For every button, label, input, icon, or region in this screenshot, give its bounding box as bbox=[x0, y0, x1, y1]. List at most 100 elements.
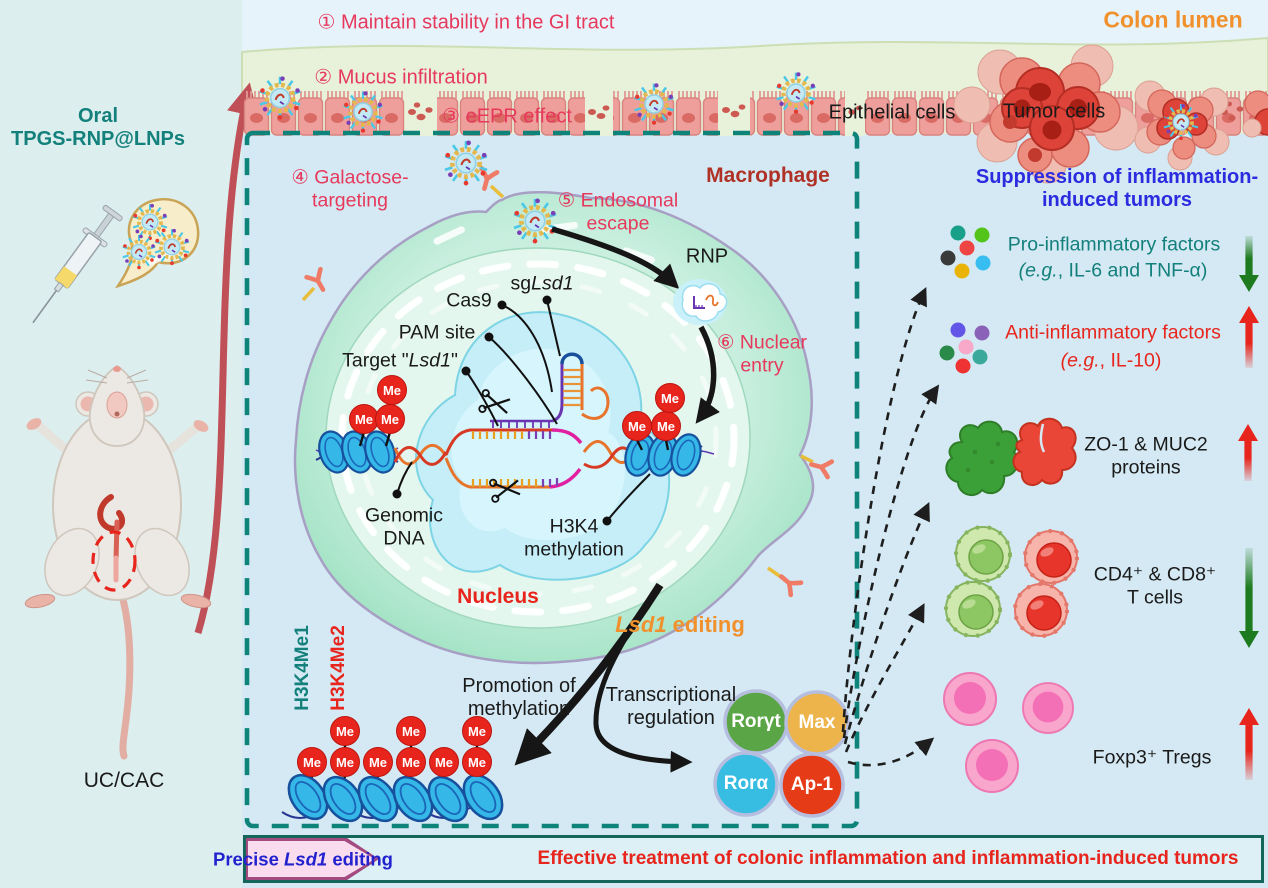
macrophage-label: Macrophage bbox=[706, 163, 830, 187]
lsd1-editing-label: Lsd1 editing bbox=[615, 612, 745, 638]
precise-gene: Lsd1 bbox=[284, 848, 328, 870]
down-arrow-green bbox=[1239, 548, 1259, 648]
endosome-rnp bbox=[673, 279, 728, 325]
me-marker: Me bbox=[363, 747, 393, 777]
macrophage-zone-box bbox=[244, 130, 860, 829]
editing-rest: editing bbox=[666, 612, 745, 638]
pro-eg-open: ( bbox=[1018, 259, 1026, 282]
anti-inflammatory-label: Anti-inflammatory factors bbox=[1005, 321, 1221, 344]
pro-inflammatory-label: Pro-inflammatory factors bbox=[1007, 233, 1221, 256]
h3k4me2-label: H3K4Me2 bbox=[327, 625, 349, 711]
transcription-label: Transcriptional regulation bbox=[606, 684, 736, 730]
sgrna-stem-rungs bbox=[563, 368, 581, 407]
target-lsd1-label: Target "Lsd1" bbox=[342, 350, 458, 373]
me-marker: Me bbox=[330, 716, 360, 746]
me-marker: Me bbox=[655, 383, 685, 413]
suppression-line1: Suppression of inflammation- bbox=[975, 165, 1259, 188]
anti-eg: e.g. bbox=[1067, 349, 1100, 372]
cd4-t-cell-icon bbox=[944, 580, 1002, 638]
transcription-factors bbox=[713, 689, 850, 818]
leader-dots bbox=[392, 295, 612, 526]
cd4-t-cell-icon bbox=[954, 525, 1012, 583]
step3-label: ③ eEPR effect bbox=[442, 105, 572, 128]
step5-line2: escape bbox=[586, 212, 650, 234]
h3k4-line2: methylation bbox=[524, 538, 624, 560]
pro-eg: e.g. bbox=[1025, 259, 1058, 282]
zo1-muc2-label: ZO-1 & MUC2 proteins bbox=[1084, 433, 1208, 478]
leader-lines bbox=[396, 299, 651, 522]
nucleus-label: Nucleus bbox=[457, 584, 539, 608]
step6-line1: ⑥ Nuclear bbox=[716, 331, 808, 354]
promotion-line2: methylation bbox=[467, 698, 571, 720]
me-marker: Me bbox=[462, 747, 492, 777]
cd-line2: T cells bbox=[1126, 586, 1183, 608]
h3k4-line1: H3K4 bbox=[549, 515, 599, 538]
oral-delivery-arrow bbox=[194, 82, 259, 635]
precise-editing-arrow-fill bbox=[248, 841, 375, 877]
me-marker: Me bbox=[396, 747, 426, 777]
inflamed-colon bbox=[91, 494, 137, 592]
me-marker: Me bbox=[297, 747, 327, 777]
up-arrow-red bbox=[1239, 306, 1259, 368]
target-gene: Lsd1 bbox=[408, 349, 451, 372]
cd4-cd8-label: CD4⁺ & CD8⁺ T cells bbox=[1094, 563, 1216, 608]
t-cells bbox=[944, 525, 1079, 638]
transcription-line1: Transcriptional bbox=[605, 683, 737, 706]
tf-rora-label: Rorα bbox=[723, 773, 769, 794]
tumor-cells-label: Tumor cells bbox=[1002, 100, 1106, 123]
me-marker: Me bbox=[330, 747, 360, 777]
zo1-protein-blob bbox=[945, 420, 1019, 497]
genomic-line2: DNA bbox=[383, 527, 425, 549]
sgrna-cap bbox=[560, 352, 584, 365]
promotion-label: Promotion of methylation bbox=[462, 675, 575, 721]
tf-roryt-label: Rorγt bbox=[731, 711, 781, 732]
cd8-t-cell-icon bbox=[1013, 582, 1069, 638]
cas9-label: Cas9 bbox=[446, 289, 492, 312]
zo-line1: ZO-1 & MUC2 bbox=[1084, 433, 1208, 456]
tf-circle-rora bbox=[713, 751, 779, 817]
up-arrow-red bbox=[1239, 708, 1259, 780]
anti-eg-open: ( bbox=[1060, 349, 1068, 372]
tumor-cluster-edge bbox=[1242, 90, 1268, 138]
muc2-protein-blob bbox=[1012, 417, 1077, 487]
me-marker: Me bbox=[377, 375, 407, 405]
precise-prefix: Precise bbox=[213, 848, 285, 870]
receptor-stalk bbox=[301, 286, 316, 302]
suppression-label: Suppression of inflammation- induced tum… bbox=[976, 166, 1258, 212]
precise-editing-label: Precise Lsd1 editing bbox=[213, 848, 393, 869]
step2-label: ② Mucus infiltration bbox=[314, 66, 488, 89]
oral-line2: TPGS-RNP@LNPs bbox=[11, 128, 185, 150]
me-marker: Me bbox=[375, 404, 405, 434]
colon-lumen-label: Colon lumen bbox=[1103, 6, 1243, 33]
arrow-transcriptional-regulation bbox=[593, 590, 693, 773]
me-marker: Me bbox=[651, 411, 681, 441]
pro-inflammatory-dots bbox=[940, 225, 991, 279]
step4-label: ④ Galactose- targeting bbox=[291, 166, 408, 211]
sg-prefix: sg bbox=[510, 272, 532, 295]
anti-inflammatory-dots bbox=[939, 322, 990, 374]
genomic-line1: Genomic bbox=[364, 504, 444, 527]
cd-line1: CD4⁺ & CD8⁺ bbox=[1093, 563, 1217, 586]
mucosal-debris bbox=[408, 101, 1244, 121]
arrow-nuclear-entry bbox=[695, 325, 720, 424]
conclusion-banner bbox=[243, 835, 1264, 883]
me-marker: Me bbox=[462, 716, 492, 746]
tf-ap1-label: Ap-1 bbox=[790, 774, 834, 795]
h3k4-methylation-label: H3K4 methylation bbox=[524, 515, 624, 560]
target-prefix: Target " bbox=[342, 349, 409, 372]
uc-cac-label: UC/CAC bbox=[83, 768, 165, 792]
tf-max-label: Max bbox=[798, 712, 836, 733]
rnp-label: RNP bbox=[685, 245, 729, 268]
cd8-t-cell-icon bbox=[1023, 529, 1079, 585]
arrow-endosomal-escape bbox=[551, 226, 680, 290]
me-marker: Me bbox=[622, 411, 652, 441]
anti-inflammatory-eg: (e.g., IL-10) bbox=[1061, 350, 1162, 373]
receptor-stalk bbox=[489, 184, 505, 199]
lnp-droplet bbox=[114, 198, 200, 289]
genomic-dna-label: Genomic DNA bbox=[365, 504, 443, 549]
sgrna-hairpin-loop bbox=[581, 386, 610, 420]
foxp3-tregs-label: Foxp3⁺ Tregs bbox=[1092, 746, 1212, 769]
h3k4me1-label: H3K4Me1 bbox=[291, 625, 313, 711]
colitis-highlight-ellipse bbox=[91, 530, 137, 592]
